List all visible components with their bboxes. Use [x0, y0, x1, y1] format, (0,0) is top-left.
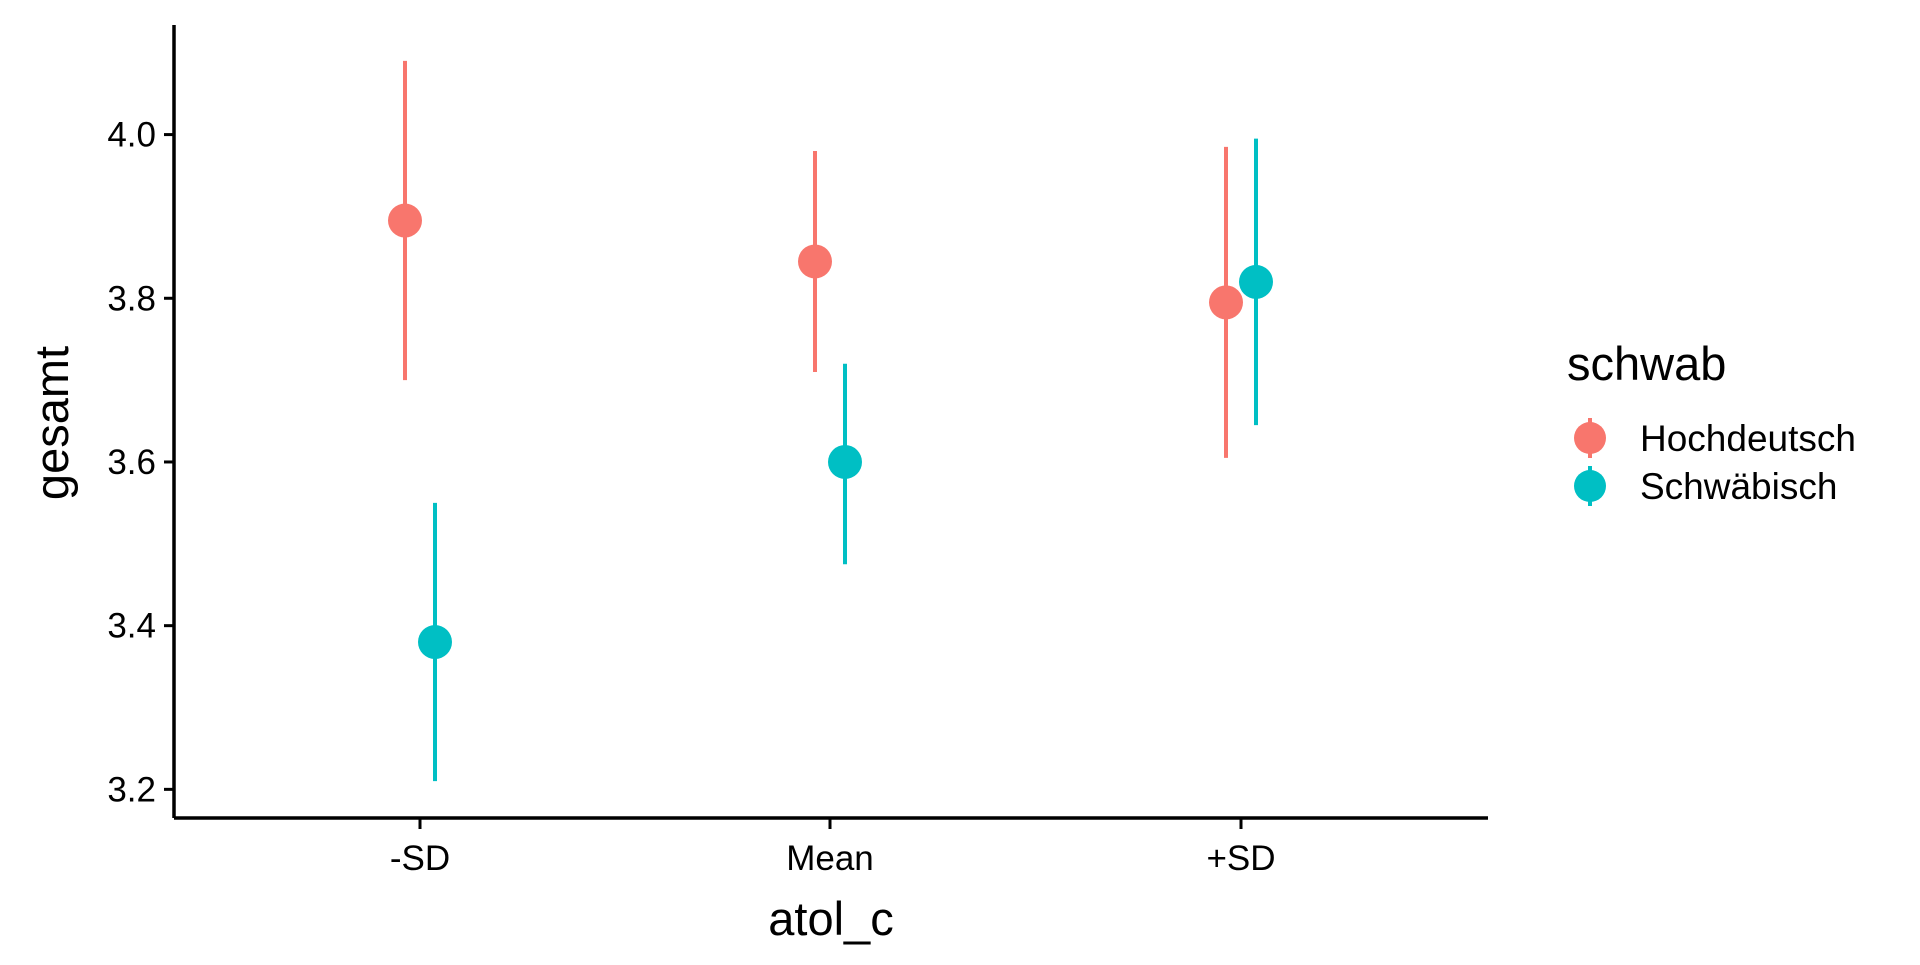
data-point: [798, 244, 832, 279]
data-point: [1209, 285, 1243, 320]
legend: schwab Hochdeutsch Schwäbisch: [1567, 337, 1856, 507]
legend-item: Hochdeutsch: [1574, 418, 1856, 459]
x-tick-label: Mean: [786, 839, 874, 878]
legend-item: Schwäbisch: [1574, 466, 1837, 507]
axes: 3.2 3.4 3.6 3.8 4.0 -SD Mean +SD atol_c gesamt: [25, 25, 1488, 945]
chart-marks: [388, 60, 1273, 782]
x-tick-label: +SD: [1206, 839, 1275, 878]
y-axis-title: gesamt: [25, 346, 78, 500]
legend-label: Hochdeutsch: [1640, 418, 1856, 459]
series-0: [388, 60, 1243, 458]
y-tick-label: 3.2: [107, 770, 156, 809]
x-axis-title: atol_c: [768, 892, 893, 945]
y-tick-label: 3.6: [107, 443, 156, 482]
data-point: [388, 203, 422, 238]
data-point: [828, 444, 862, 479]
x-tick-label: -SD: [390, 839, 450, 878]
data-point: [1239, 264, 1273, 299]
legend-label: Schwäbisch: [1640, 466, 1837, 507]
data-point: [418, 625, 452, 660]
legend-key-marker: [1574, 470, 1606, 502]
y-tick-label: 3.8: [107, 279, 156, 318]
legend-key-marker: [1574, 422, 1606, 454]
y-tick-label: 4.0: [107, 116, 156, 155]
series-1: [418, 138, 1273, 782]
legend-title: schwab: [1567, 337, 1726, 390]
y-tick-label: 3.4: [107, 607, 156, 646]
